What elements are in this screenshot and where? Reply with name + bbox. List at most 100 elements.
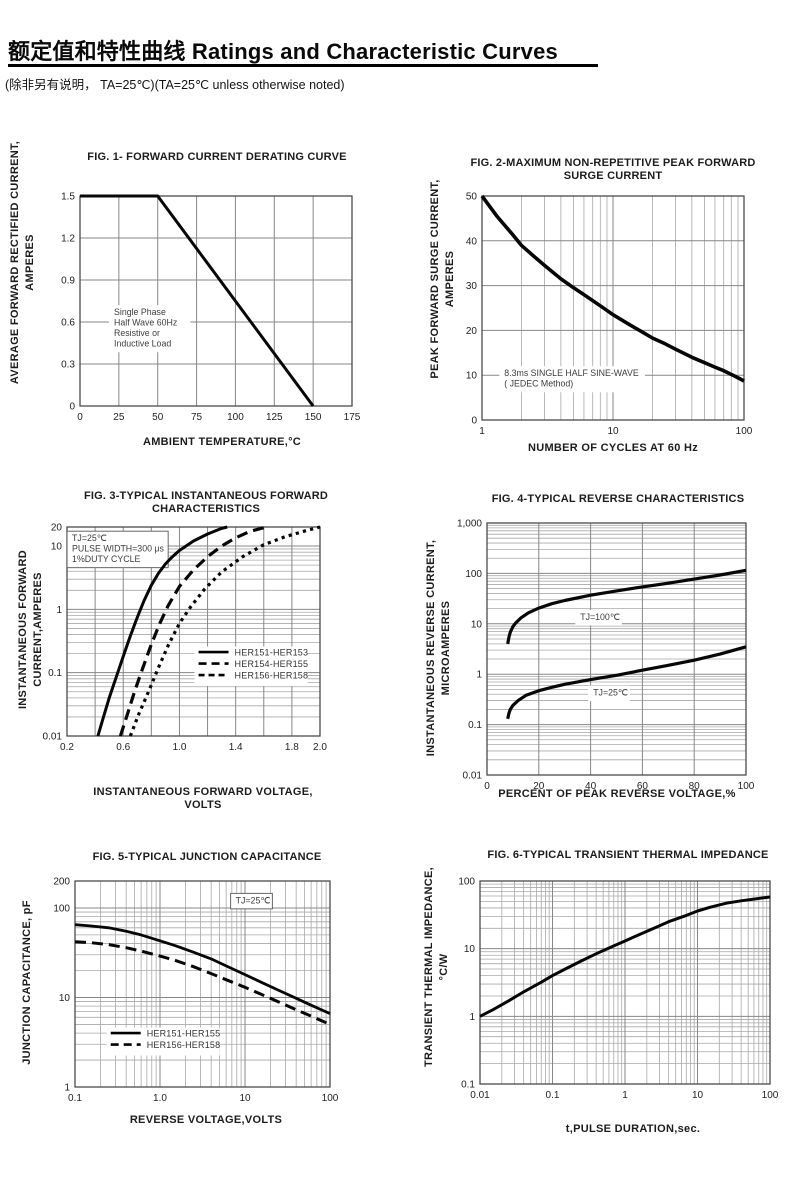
page-title: 额定值和特性曲线 Ratings and Characteristic Curv… — [8, 39, 558, 64]
x-tick-label: 0.1 — [68, 1093, 82, 1104]
y-tick-label: 1 — [476, 670, 482, 681]
y-tick-label: 0.1 — [461, 1080, 475, 1091]
annotation-text: ( JEDEC Method) — [504, 379, 573, 389]
y-tick-label: 0.1 — [468, 720, 482, 731]
annotation-text: TJ=25℃ — [236, 895, 271, 905]
annotation-text: Inductive Load — [114, 339, 171, 349]
x-tick-label: 1.0 — [172, 742, 186, 753]
x-tick-label: 100 — [322, 1093, 339, 1104]
title-underline — [8, 64, 598, 67]
x-tick-label: 175 — [344, 412, 361, 423]
x-tick-label: 80 — [689, 781, 701, 792]
x-tick-label: 1 — [622, 1090, 628, 1101]
y-tick-label: 1,000 — [457, 519, 482, 530]
y-tick-label: 200 — [53, 877, 70, 888]
annotation-box — [230, 892, 273, 910]
fig1-x-axis-label: AMBIENT TEMPERATURE,°C — [142, 436, 302, 448]
test-conditions-note: (除非另有说明， TA=25℃)(TA=25℃ unless otherwise… — [5, 78, 345, 92]
annotation-text: PULSE WIDTH=300 μs — [72, 544, 164, 554]
x-tick-label: 0 — [77, 412, 83, 423]
series-HER156-HER158 — [128, 525, 321, 737]
x-tick-label: 0.01 — [470, 1090, 490, 1101]
y-tick-label: 100 — [53, 903, 70, 914]
x-tick-label: 0.6 — [116, 742, 130, 753]
y-tick-label: 30 — [466, 281, 478, 292]
fig2-plot: 1 10 100 0 10 20 30 40 50 8.3ms SINGLE HALF SINE-… — [466, 192, 753, 438]
y-tick-label: 0 — [69, 402, 75, 413]
x-tick-label: 0.1 — [546, 1090, 560, 1101]
x-tick-label: 10 — [607, 426, 619, 437]
y-tick-label: 1 — [469, 1012, 475, 1023]
y-tick-label: 100 — [465, 569, 482, 580]
series-TJ=100C — [506, 568, 747, 645]
legend-label: HER156-HER158 — [235, 671, 309, 681]
y-tick-label: 20 — [466, 326, 478, 337]
y-tick-label: 10 — [471, 619, 483, 630]
y-tick-label: 1 — [64, 1083, 70, 1094]
y-tick-label: 1.5 — [61, 192, 75, 203]
annotation-box — [109, 305, 191, 353]
x-tick-label: 75 — [191, 412, 203, 423]
annotation-text: 8.3ms SINGLE HALF SINE-WAVE — [504, 368, 639, 378]
series-HER151-HER153 — [96, 525, 228, 737]
x-tick-label: 100 — [736, 426, 753, 437]
annotation-box — [66, 530, 169, 569]
fig3-plot: 0.2 0.6 1.0 1.4 1.8 2.0 0.01 0.1 1 10 20 TJ=25℃PULS… — [43, 523, 328, 754]
x-tick-label: 150 — [305, 412, 322, 423]
x-tick-label: 1.8 — [285, 742, 299, 753]
x-tick-label: 1 — [479, 426, 485, 437]
x-tick-label: 100 — [738, 781, 755, 792]
fig5-title: FIG. 5-TYPICAL JUNCTION CAPACITANCE — [92, 851, 322, 863]
annotation-text: TJ=25℃ — [72, 533, 107, 543]
y-tick-label: 1 — [56, 605, 62, 616]
annotation-text: Half Wave 60Hz — [114, 318, 177, 328]
y-tick-label: 0.01 — [43, 732, 63, 743]
fig3-x-axis-label: INSTANTANEOUS FORWARD VOLTAGE, VOLTS — [93, 786, 313, 811]
series-forward-current-derating — [80, 194, 315, 407]
legend-label: HER156-HER158 — [147, 1040, 221, 1050]
plot-border — [486, 522, 747, 776]
y-tick-label: 10 — [51, 542, 63, 553]
fig4-x-axis-label: PERCENT OF PEAK REVERSE VOLTAGE,% — [498, 788, 736, 800]
annotation-text: TJ=100℃ — [580, 612, 620, 622]
y-tick-label: 1.2 — [61, 234, 75, 245]
plot-border — [79, 195, 353, 407]
series-HER151-HER155 — [74, 923, 331, 1015]
annotation-box — [499, 366, 645, 393]
y-tick-label: 20 — [51, 523, 63, 534]
x-tick-label: 10 — [239, 1093, 251, 1104]
fig4-title: FIG. 4-TYPICAL REVERSE CHARACTERISTICS — [491, 493, 745, 505]
fig2-title: FIG. 2-MAXIMUM NON-REPETITIVE PEAK FORWA… — [470, 157, 756, 182]
y-tick-label: 0 — [471, 416, 477, 427]
series-TJ=25C — [506, 645, 747, 720]
annotation-text: 1%DUTY CYCLE — [72, 554, 140, 564]
y-tick-label: 50 — [466, 192, 478, 203]
legend-label: HER154-HER155 — [235, 659, 309, 669]
plot-border — [479, 880, 771, 1085]
x-tick-label: 2.0 — [313, 742, 327, 753]
fig4-plot: 0 20 40 60 80 100 0.01 0.1 1 10 100 1,000 TJ=100℃ TJ=… — [457, 519, 755, 793]
y-tick-label: 0.1 — [48, 668, 62, 679]
annotation-text: Resistive or — [114, 328, 160, 338]
y-tick-label: 40 — [466, 236, 478, 247]
y-tick-label: 0.01 — [463, 771, 483, 782]
y-tick-label: 0.3 — [61, 360, 75, 371]
y-tick-label: 10 — [59, 993, 71, 1004]
x-tick-label: 125 — [266, 412, 283, 423]
series-transient-thermal-impedance — [479, 895, 771, 1018]
x-tick-label: 100 — [762, 1090, 779, 1101]
legend-label: HER151-HER153 — [235, 648, 309, 658]
fig6-title: FIG. 6-TYPICAL TRANSIENT THERMAL IMPEDAN… — [487, 849, 769, 861]
fig1-title: FIG. 1- FORWARD CURRENT DERATING CURVE — [87, 151, 347, 163]
series-peak-surge-current — [480, 194, 745, 383]
y-tick-label: 10 — [466, 371, 478, 382]
x-tick-label: 10 — [692, 1090, 704, 1101]
fig6-x-axis-label: t,PULSE DURATION,sec. — [565, 1123, 701, 1135]
series-HER156-HER158 — [74, 940, 331, 1026]
plot-border — [481, 195, 745, 421]
y-tick-label: 10 — [464, 944, 476, 955]
x-tick-label: 0 — [484, 781, 490, 792]
series-HER154-HER155 — [118, 525, 267, 737]
